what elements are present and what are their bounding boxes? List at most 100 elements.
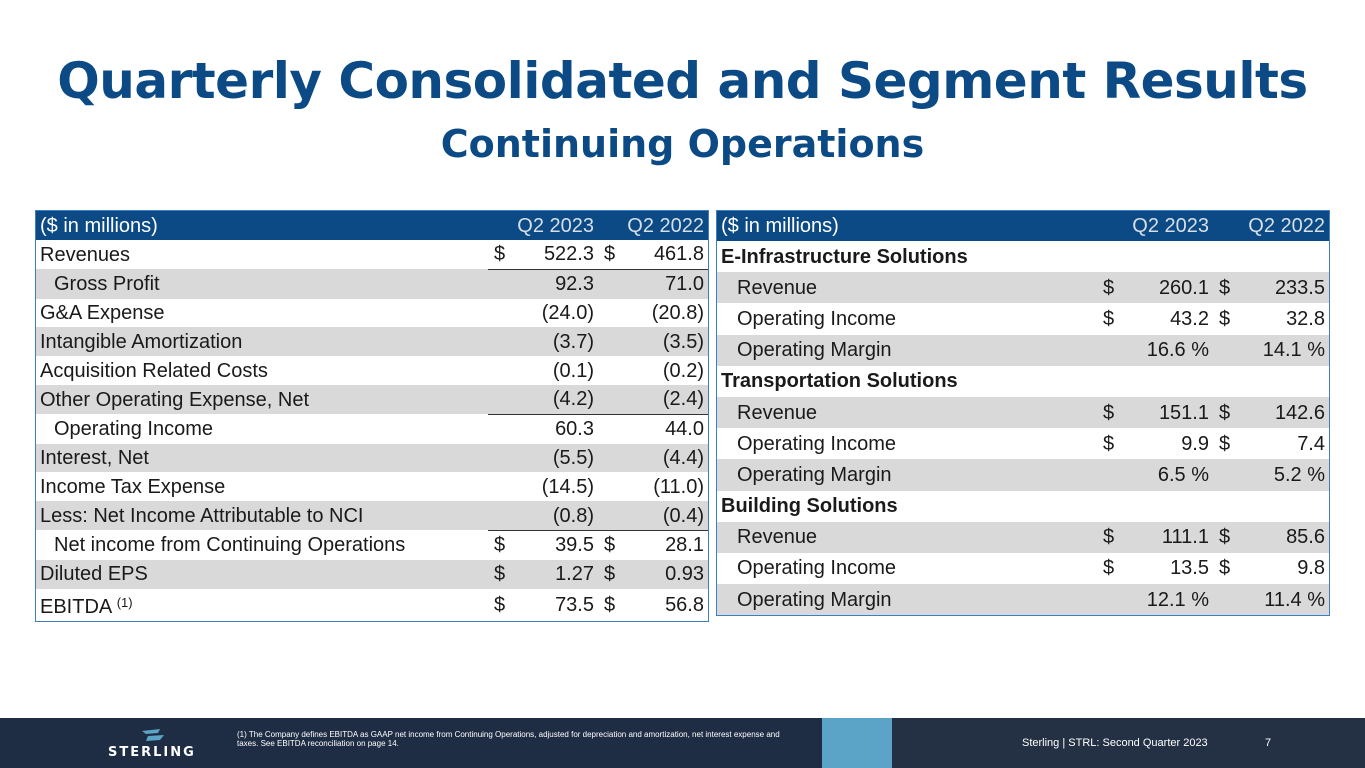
value-q2-2023: 1.27: [510, 559, 598, 589]
currency-symbol: [488, 472, 510, 501]
row-label: Intangible Amortization: [36, 327, 488, 357]
row-label: Operating Income: [737, 432, 896, 455]
value-q2-2023: 43.2: [1170, 307, 1209, 330]
table-row: Less: Net Income Attributable to NCI (0.8…: [36, 501, 708, 531]
ebitda-footnote: (1) The Company defines EBITDA as GAAP n…: [237, 730, 780, 748]
value-q2-2023: (14.5): [541, 475, 594, 498]
currency-symbol: $: [604, 534, 616, 557]
value-q2-2022: 56.8: [665, 593, 704, 616]
header-label: ($ in millions): [36, 211, 488, 240]
currency-symbol: $: [1219, 432, 1231, 455]
table-row: EBITDA (1) $73.5 $56.8: [36, 589, 708, 621]
currency-symbol: [488, 384, 510, 415]
header-q2-2022: Q2 2022: [1235, 211, 1329, 241]
currency-symbol: [598, 414, 620, 443]
row-label: Operating Margin: [717, 459, 1097, 491]
footer-right-block: [892, 718, 1365, 768]
table-row: Acquisition Related Costs (0.1) (0.2): [36, 356, 708, 385]
currency-symbol: $: [1097, 521, 1119, 553]
currency-symbol: $: [1103, 307, 1115, 330]
table-row: Operating Income $43.2 $32.8: [717, 303, 1329, 334]
value-q2-2023: 111.1: [1119, 521, 1213, 553]
value-q2-2022: 11.4 %: [1235, 584, 1329, 616]
table-row: Interest, Net (5.5) (4.4): [36, 443, 708, 473]
table-row: Intangible Amortization (3.7) (3.5): [36, 327, 708, 357]
footer-bar: STERLING: [0, 718, 1365, 768]
logo-text: STERLING: [108, 745, 196, 760]
currency-symbol: [488, 501, 510, 531]
sterling-s-mark-icon: [142, 729, 164, 741]
table-row: Diluted EPS $1.27 $0.93: [36, 559, 708, 589]
value-q2-2022: (0.4): [620, 501, 708, 531]
currency-symbol: $: [488, 240, 510, 270]
currency-symbol: $: [494, 593, 506, 616]
table-row: Revenue $111.1 $85.6: [717, 521, 1329, 553]
currency-symbol: $: [1097, 396, 1119, 429]
currency-symbol: [1097, 334, 1119, 366]
table-header-row: ($ in millions) Q2 2023 Q2 2022: [717, 211, 1329, 241]
currency-symbol: [598, 443, 620, 473]
segment-name: Building Solutions: [721, 495, 898, 518]
table-row: Operating Margin 16.6 % 14.1 %: [717, 334, 1329, 366]
row-label: Operating Margin: [717, 584, 1097, 616]
currency-symbol: $: [1213, 396, 1235, 429]
currency-symbol: [598, 356, 620, 385]
header-q2-2022: Q2 2022: [620, 211, 708, 240]
value-q2-2023: 522.3: [510, 240, 598, 270]
currency-symbol: [488, 356, 510, 385]
segment-heading-row: Transportation Solutions: [717, 366, 1329, 397]
value-q2-2023: (4.2): [510, 384, 598, 415]
row-label: Revenue: [717, 521, 1097, 553]
value-q2-2023: 12.1 %: [1119, 584, 1213, 616]
table-row: Operating Income $13.5 $9.8: [717, 553, 1329, 584]
currency-symbol: [488, 299, 510, 328]
currency-symbol: [598, 327, 620, 357]
table-row: Operating Margin 12.1 % 11.4 %: [717, 584, 1329, 616]
currency-symbol: [598, 269, 620, 299]
currency-symbol: [488, 269, 510, 299]
value-q2-2022: 7.4: [1297, 432, 1325, 455]
table-row: Revenue $151.1 $142.6: [717, 396, 1329, 429]
row-label: Operating Income: [737, 557, 896, 580]
value-q2-2022: (4.4): [620, 443, 708, 473]
value-q2-2022: (2.4): [620, 384, 708, 415]
row-label: Operating Income: [54, 417, 213, 440]
table-row: Revenue $260.1 $233.5: [717, 272, 1329, 304]
footer-accent-block: [822, 718, 892, 768]
value-q2-2022: 461.8: [620, 240, 708, 270]
row-label: Diluted EPS: [36, 559, 488, 589]
value-q2-2023: 73.5: [555, 593, 594, 616]
value-q2-2022: 14.1 %: [1235, 334, 1329, 366]
currency-symbol: $: [598, 559, 620, 589]
value-q2-2022: (0.2): [662, 359, 704, 382]
table-row: Income Tax Expense (14.5) (11.0): [36, 472, 708, 501]
value-q2-2022: 233.5: [1235, 272, 1329, 304]
value-q2-2022: 44.0: [665, 418, 704, 441]
company-footer-text: Sterling | STRL: Second Quarter 2023: [1022, 737, 1208, 749]
value-q2-2023: 6.5 %: [1119, 459, 1213, 491]
value-q2-2023: (5.5): [510, 443, 598, 473]
currency-symbol: $: [488, 559, 510, 589]
row-label: Revenue: [717, 396, 1097, 429]
slide-title: Quarterly Consolidated and Segment Resul…: [57, 52, 1308, 110]
segment-name: E-Infrastructure Solutions: [721, 245, 968, 268]
consolidated-results-table: ($ in millions) Q2 2023 Q2 2022 Revenues…: [35, 210, 709, 622]
currency-symbol: [598, 501, 620, 531]
value-q2-2022: 9.8: [1297, 557, 1325, 580]
table-row: G&A Expense (24.0) (20.8): [36, 299, 708, 328]
value-q2-2022: 142.6: [1235, 396, 1329, 429]
currency-symbol: $: [1103, 432, 1115, 455]
row-label: EBITDA (1): [40, 594, 133, 618]
currency-symbol: [488, 327, 510, 357]
header-label: ($ in millions): [717, 211, 1097, 241]
value-q2-2023: 260.1: [1119, 272, 1213, 304]
currency-symbol: [1097, 584, 1119, 616]
currency-symbol: $: [1103, 557, 1115, 580]
row-label: Operating Income: [737, 307, 896, 330]
currency-symbol: $: [1097, 272, 1119, 304]
currency-symbol: [488, 414, 510, 443]
currency-symbol: $: [1213, 272, 1235, 304]
value-q2-2023: (3.7): [510, 327, 598, 357]
value-q2-2023: 13.5: [1170, 557, 1209, 580]
header-q2-2023: Q2 2023: [1119, 211, 1213, 241]
